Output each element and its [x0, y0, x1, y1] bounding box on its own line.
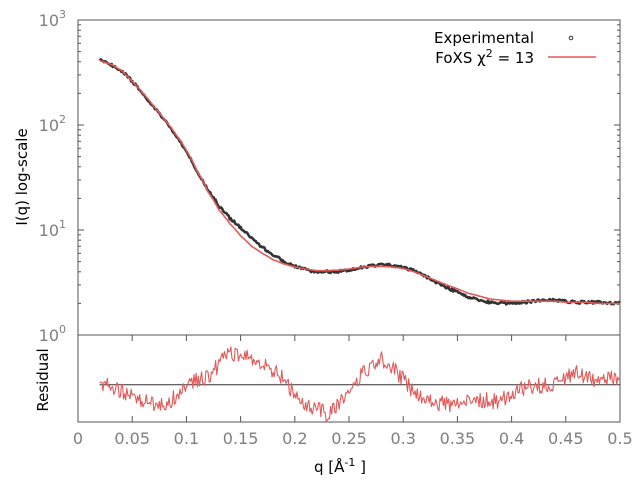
legend-label-foxs: FoXS χ2 = 13 [435, 47, 534, 67]
profile-y-axis-label: I(q) log-scale [13, 128, 31, 225]
y-tick-exp-1: 1 [59, 218, 66, 231]
x-axis-label-tail: ] [355, 458, 366, 476]
legend-marker-experimental [568, 35, 574, 41]
y-tick-base-3: 10 [39, 11, 59, 30]
y-tick-label-1: 101 [39, 218, 66, 240]
y-tick-exp-0: 0 [59, 323, 66, 336]
residual-series-group [99, 346, 621, 422]
profile-series-group [98, 58, 621, 306]
legend-label-experimental: Experimental [434, 29, 534, 47]
profile-plot-frame [77, 19, 621, 336]
residual-y-axis-label: Residual [34, 348, 52, 411]
y-tick-base-0: 10 [39, 326, 59, 345]
foxs-series-line [99, 59, 620, 305]
x-tick-label-3: 0.15 [223, 429, 259, 448]
legend-label-foxs-tail: = 13 [493, 49, 534, 67]
x-axis-label: q [Å-1 ] [314, 456, 366, 476]
residual-plot: 0 0.05 0.1 0.15 0.2 0.25 0.3 0.35 0.4 0.45 0.5 Res… [34, 334, 633, 476]
y-tick-label-0: 100 [39, 323, 66, 345]
legend-point [568, 35, 574, 41]
x-tick-label-0: 0 [73, 429, 83, 448]
x-axis-label-sup: -1 [344, 456, 355, 469]
x-tick-label-2: 0.1 [174, 429, 199, 448]
x-tick-label-6: 0.3 [390, 429, 415, 448]
x-tick-label-1: 0.05 [114, 429, 150, 448]
x-axis-label-main: q [Å [314, 457, 345, 476]
x-tick-label-10: 0.5 [607, 429, 632, 448]
y-tick-exp-2: 2 [59, 113, 66, 126]
x-tick-label-7: 0.35 [440, 429, 476, 448]
legend: Experimental FoXS χ2 = 13 [434, 29, 596, 67]
legend-label-foxs-main: FoXS χ [435, 49, 486, 67]
y-tick-base-1: 10 [39, 221, 59, 240]
residual-series-line [99, 346, 621, 422]
x-tick-label-4: 0.2 [282, 429, 307, 448]
y-tick-label-2: 102 [39, 113, 66, 135]
y-tick-base-2: 10 [39, 116, 59, 135]
y-tick-exp-3: 3 [59, 8, 66, 21]
x-axis-ticks: 0 0.05 0.1 0.15 0.2 0.25 0.3 0.35 0.4 0.45 0.5 [73, 335, 633, 448]
legend-label-foxs-sup: 2 [486, 47, 493, 60]
x-tick-label-5: 0.25 [331, 429, 367, 448]
y-tick-label-3: 103 [39, 8, 66, 30]
x-tick-label-9: 0.45 [548, 429, 584, 448]
x-tick-label-8: 0.4 [499, 429, 524, 448]
